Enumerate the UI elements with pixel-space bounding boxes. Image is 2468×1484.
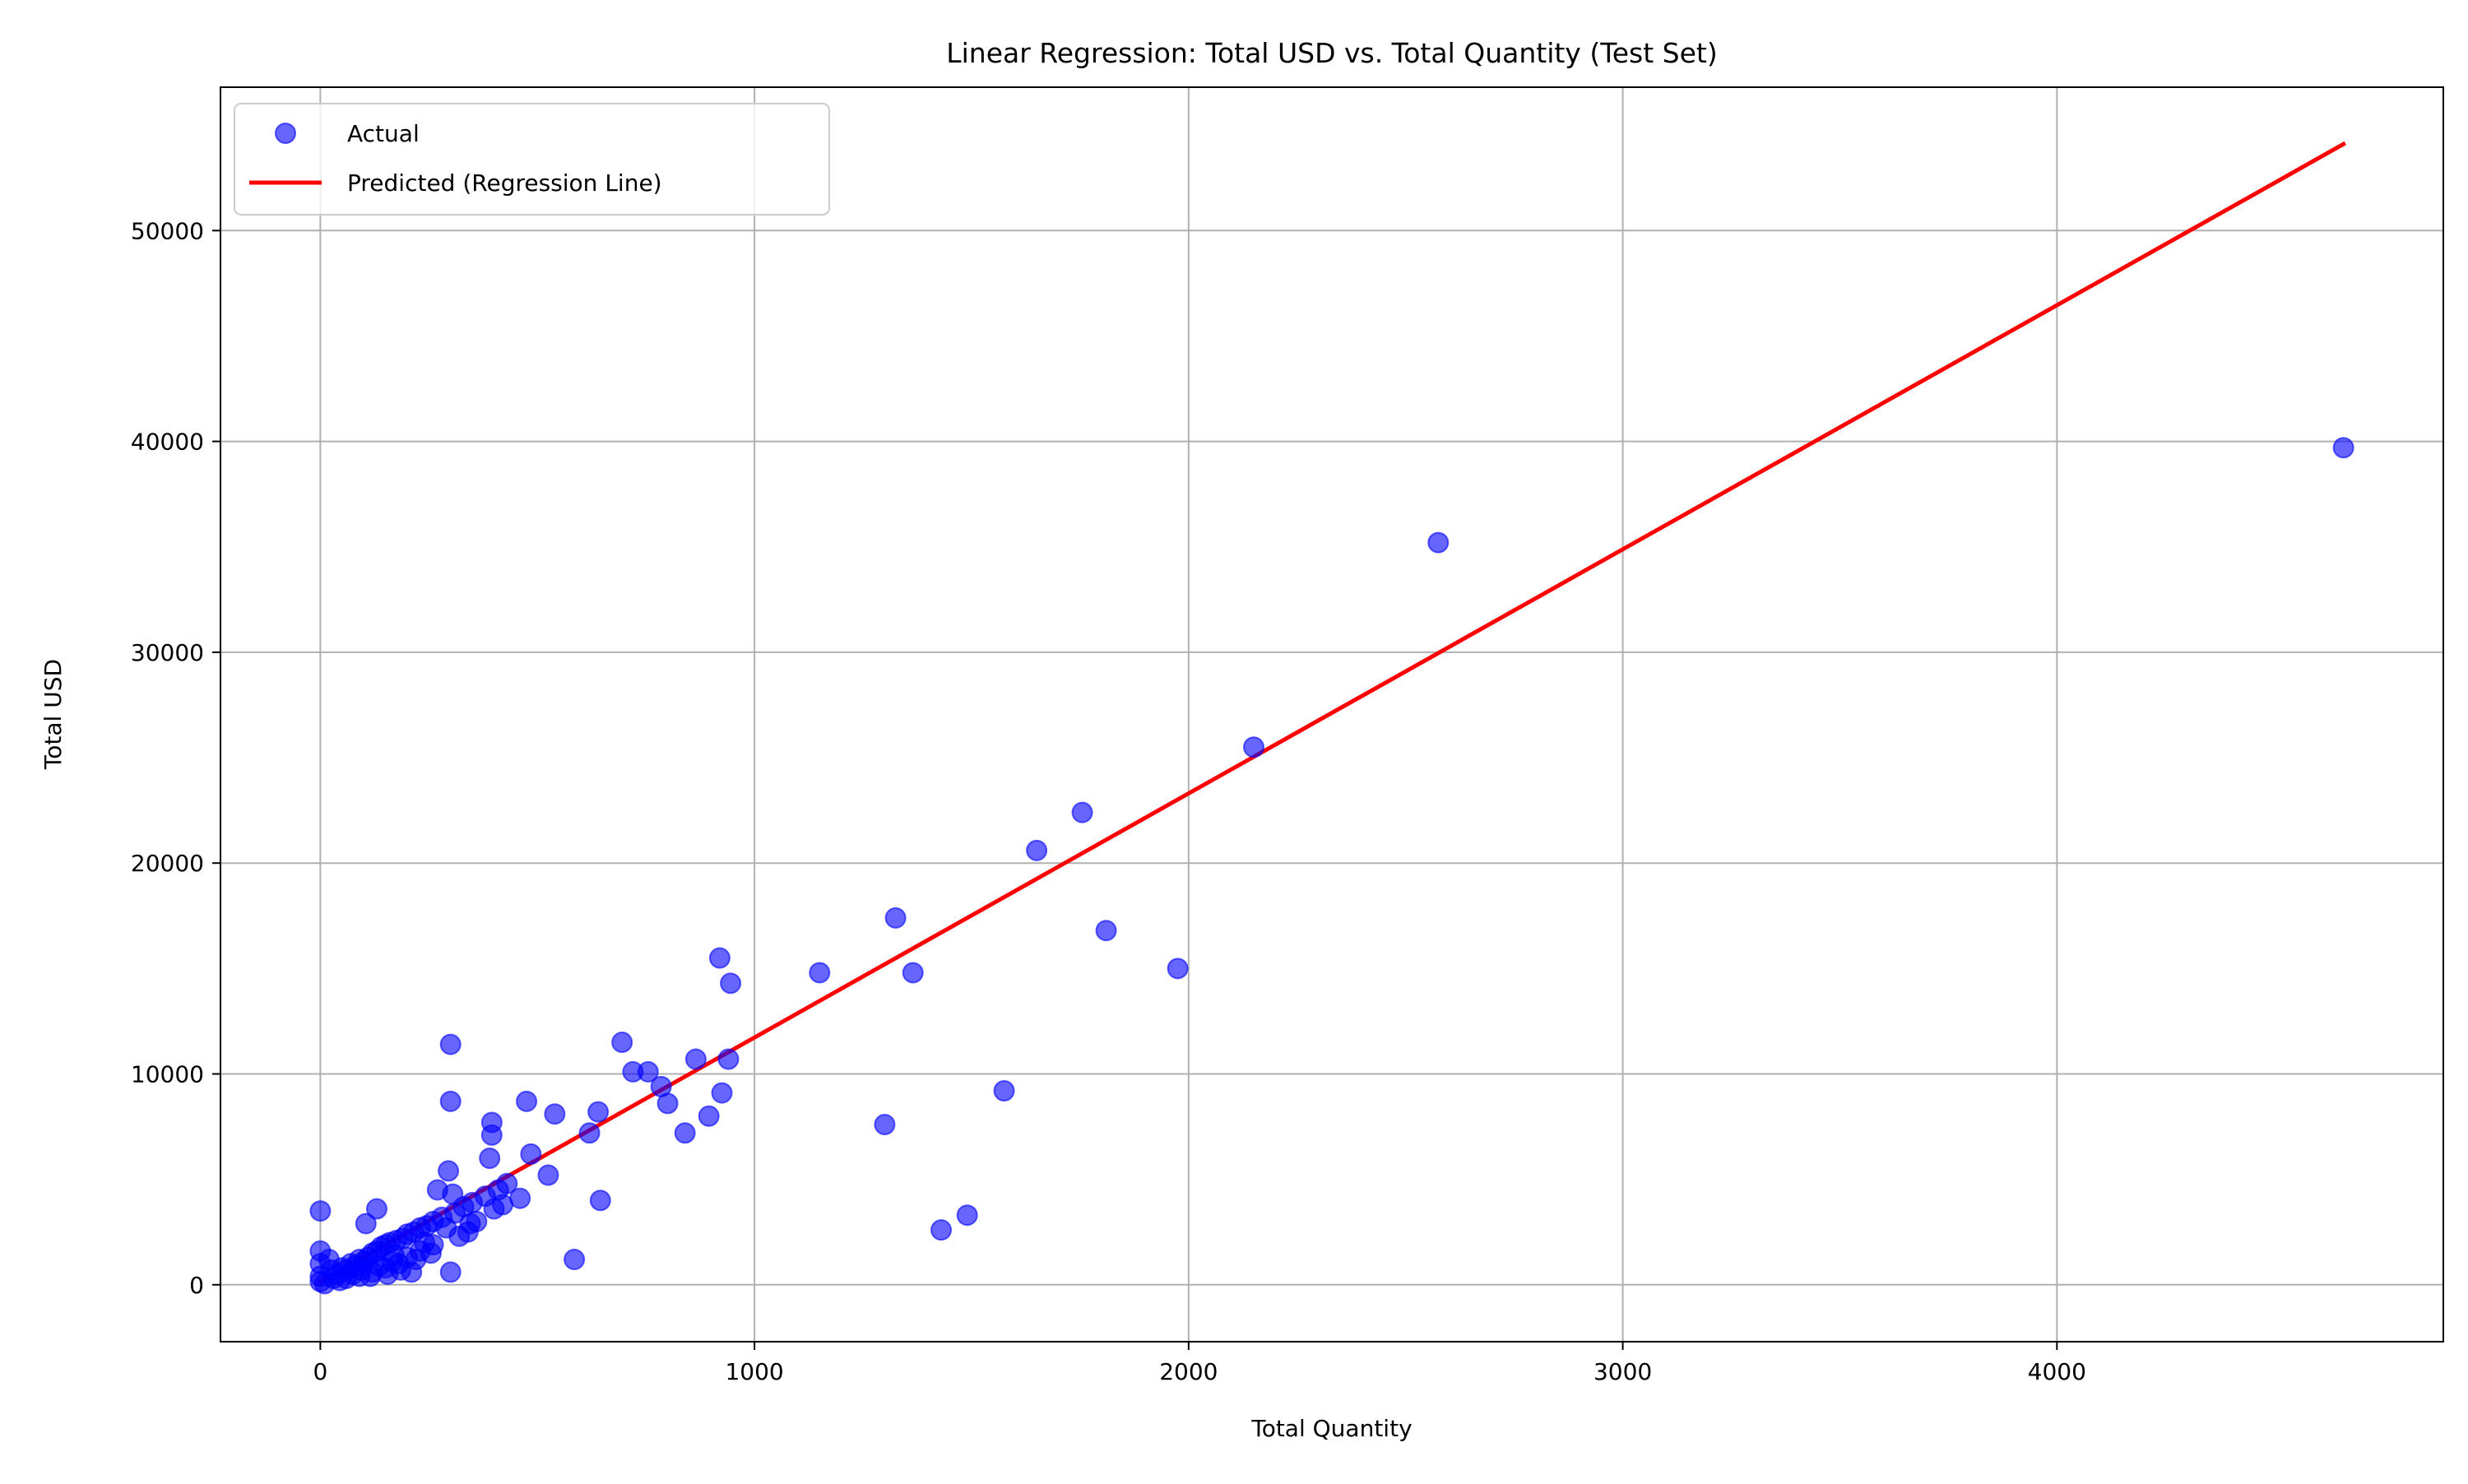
data-point — [439, 1090, 462, 1112]
data-point — [390, 1259, 412, 1281]
x-tick-label: 4000 — [2028, 1358, 2086, 1385]
x-axis-label: Total Quantity — [1250, 1415, 1412, 1442]
data-point — [1427, 531, 1450, 554]
data-point — [874, 1114, 896, 1136]
legend-label-actual: Actual — [347, 120, 420, 147]
data-point — [318, 1249, 340, 1271]
data-point — [711, 1082, 733, 1104]
y-tick-label: 50000 — [131, 217, 204, 244]
x-tick-label: 3000 — [1594, 1358, 1652, 1385]
data-point — [520, 1143, 542, 1165]
data-point — [884, 907, 907, 929]
legend-box — [234, 103, 830, 216]
data-point — [902, 962, 924, 984]
data-point — [956, 1204, 978, 1227]
scatter-points-layer — [309, 437, 2354, 1295]
data-point — [656, 1092, 679, 1115]
data-point — [309, 1200, 332, 1222]
data-point — [365, 1198, 387, 1220]
data-point — [720, 972, 742, 995]
plot-frame — [220, 86, 2444, 1343]
data-point — [589, 1190, 611, 1212]
data-point — [355, 1213, 377, 1235]
data-point — [544, 1103, 566, 1125]
data-point — [1167, 958, 1189, 980]
data-point — [809, 962, 831, 984]
y-tick-label: 0 — [189, 1272, 204, 1299]
x-tick-label: 1000 — [725, 1358, 783, 1385]
legend: Actual Predicted (Regression Line) — [234, 103, 830, 216]
data-point — [564, 1249, 586, 1271]
data-point — [684, 1048, 707, 1070]
tick-layer: 0 1000 2000 3000 400001000020000300004000050… — [131, 217, 2086, 1385]
x-tick-label: 0 — [313, 1358, 327, 1385]
grid-layer — [220, 87, 2443, 1342]
data-point — [637, 1060, 659, 1083]
data-point — [1071, 801, 1093, 823]
data-point — [717, 1048, 740, 1070]
data-point — [1026, 839, 1048, 861]
data-point — [442, 1183, 464, 1205]
data-point — [674, 1122, 696, 1144]
y-tick-label: 20000 — [131, 850, 204, 877]
data-point — [698, 1105, 720, 1127]
data-point — [439, 1033, 462, 1055]
data-point — [420, 1242, 442, 1264]
data-point — [578, 1122, 601, 1144]
data-point — [438, 1160, 460, 1182]
data-point — [466, 1210, 488, 1232]
data-point — [516, 1090, 538, 1112]
data-point — [435, 1217, 457, 1239]
data-point — [479, 1148, 501, 1170]
data-point — [611, 1032, 633, 1054]
y-tick-label: 40000 — [131, 429, 204, 456]
chart-title: Linear Regression: Total USD vs. Total Q… — [946, 37, 1718, 69]
y-axis-label: Total USD — [39, 659, 67, 770]
data-point — [2332, 437, 2354, 459]
y-tick-label: 10000 — [131, 1060, 204, 1087]
data-point — [1243, 736, 1265, 758]
data-point — [496, 1172, 518, 1194]
data-point — [480, 1124, 503, 1146]
legend-label-predicted: Predicted (Regression Line) — [347, 169, 662, 197]
legend-marker-actual — [275, 123, 296, 144]
data-point — [587, 1101, 610, 1123]
data-point — [439, 1261, 462, 1283]
data-point — [993, 1080, 1015, 1101]
data-point — [708, 947, 731, 969]
y-tick-label: 30000 — [131, 639, 204, 666]
data-point — [492, 1194, 514, 1216]
x-tick-label: 2000 — [1159, 1358, 1218, 1385]
data-point — [930, 1219, 953, 1241]
data-point — [537, 1164, 559, 1186]
data-point — [1095, 920, 1117, 942]
